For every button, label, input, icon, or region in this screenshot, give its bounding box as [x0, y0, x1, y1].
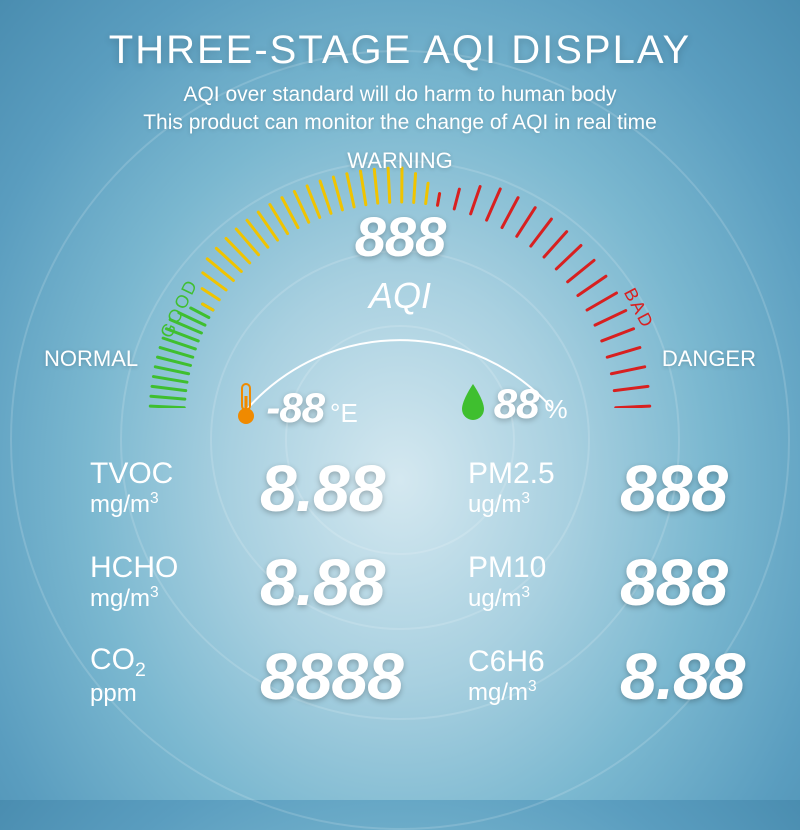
- reading-value: 888: [620, 450, 740, 526]
- reading-value: 8.88: [260, 450, 450, 526]
- reading-value: 8.88: [260, 544, 450, 620]
- subtitle-line-2: This product can monitor the change of A…: [143, 111, 657, 134]
- thermometer-icon: [232, 382, 260, 436]
- droplet-icon: [458, 382, 488, 432]
- reading-label: CO2ppm: [60, 645, 260, 707]
- page-title: THREE-STAGE AQI DISPLAY: [0, 0, 800, 73]
- gauge-label-danger: DANGER: [662, 346, 756, 372]
- reading-label: PM10ug/m3: [450, 553, 620, 611]
- reading-value: 8888: [260, 638, 450, 714]
- reading-label: TVOCmg/m3: [60, 459, 260, 517]
- reading-label: C6H6mg/m3: [450, 647, 620, 705]
- aqi-value: 888: [355, 204, 445, 269]
- readings-grid: TVOCmg/m38.88PM2.5ug/m3888HCHOmg/m38.88P…: [0, 450, 800, 714]
- aqi-gauge: WARNING NORMAL DANGER GOOD BAD 888 AQI: [0, 148, 800, 388]
- reading-label: HCHOmg/m3: [60, 553, 260, 611]
- subtitle-line-1: AQI over standard will do harm to human …: [183, 83, 616, 106]
- gauge-label-warning: WARNING: [347, 148, 453, 174]
- aqi-center-block: 888 AQI: [355, 204, 445, 317]
- reading-label: PM2.5ug/m3: [450, 459, 620, 517]
- aqi-label: AQI: [355, 275, 445, 317]
- reading-value: 8.88: [620, 638, 740, 714]
- reading-value: 888: [620, 544, 740, 620]
- gauge-label-normal: NORMAL: [44, 346, 138, 372]
- subtitle: AQI over standard will do harm to human …: [0, 81, 800, 138]
